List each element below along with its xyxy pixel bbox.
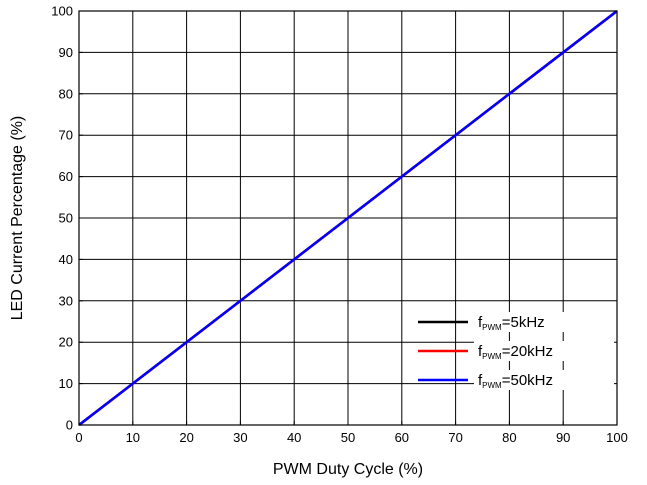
x-tick-label: 40 <box>287 430 301 445</box>
legend-label-1: fPWM=5kHz <box>478 314 545 332</box>
x-tick-label: 100 <box>606 430 628 445</box>
x-tick-label: 90 <box>556 430 570 445</box>
y-tick-label: 20 <box>59 335 73 350</box>
legend-label-background <box>474 312 614 332</box>
x-tick-label: 70 <box>448 430 462 445</box>
x-tick-label: 80 <box>502 430 516 445</box>
legend: fPWM=5kHz fPWM=20kHz fPWM=50kHz <box>418 312 614 390</box>
y-tick-label: 30 <box>59 293 73 308</box>
x-tick-label: 0 <box>75 430 82 445</box>
legend-label-2: fPWM=20kHz <box>478 343 553 361</box>
y-tick-label: 40 <box>59 252 73 267</box>
x-tick-label: 20 <box>179 430 193 445</box>
ticks: 0 10 20 30 40 50 60 70 80 90 100 0 10 20 30 40 50 60 70 80 9… <box>51 4 628 446</box>
x-tick-label: 30 <box>233 430 247 445</box>
x-axis-label: PWM Duty Cycle (%) <box>273 461 423 478</box>
y-tick-label: 100 <box>51 4 73 19</box>
y-tick-label: 10 <box>59 376 73 391</box>
y-tick-label: 0 <box>66 418 73 433</box>
x-tick-label: 50 <box>341 430 355 445</box>
legend-label-3: fPWM=50kHz <box>478 372 553 390</box>
series-line-3 <box>78 10 618 426</box>
y-tick-label: 80 <box>59 86 73 101</box>
y-tick-label: 70 <box>59 128 73 143</box>
legend-label-background <box>474 370 614 390</box>
x-tick-label: 10 <box>126 430 140 445</box>
y-tick-label: 90 <box>59 45 73 60</box>
y-axis-label: LED Current Percentage (%) <box>9 116 26 321</box>
x-tick-label: 60 <box>395 430 409 445</box>
y-tick-label: 60 <box>59 169 73 184</box>
series-lines <box>78 10 618 426</box>
legend-label-background <box>474 341 614 361</box>
y-tick-label: 50 <box>59 211 73 226</box>
